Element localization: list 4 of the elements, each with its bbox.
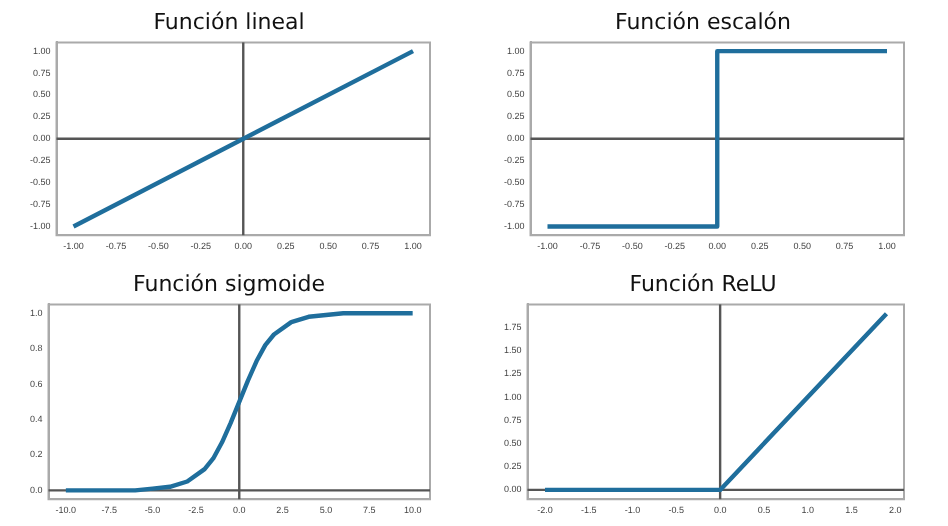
- chart-title: Función lineal: [153, 8, 305, 35]
- chart-title: Función ReLU: [629, 270, 777, 297]
- chart-title: Función sigmoide: [133, 270, 326, 297]
- chart-title: Función escalón: [614, 8, 792, 35]
